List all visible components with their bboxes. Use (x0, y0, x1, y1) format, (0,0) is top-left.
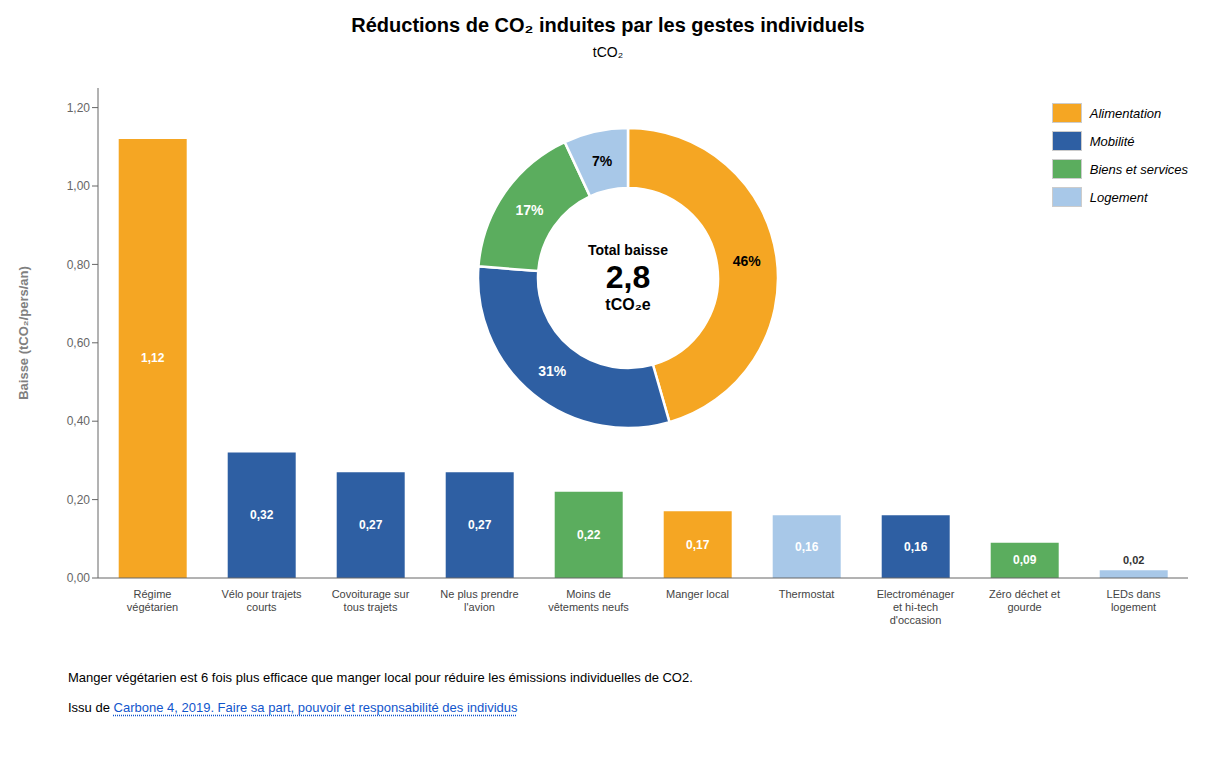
svg-text:0,40: 0,40 (67, 414, 91, 428)
html-text:Biens et services: Biens et services (1089, 161, 1188, 177)
svg-text:0,80: 0,80 (67, 258, 91, 272)
html-text:Manger végétarien est 6 fois p: Manger végétarien est 6 fois plus effica… (68, 670, 693, 685)
svg-text:1,00: 1,00 (67, 179, 91, 193)
svg-text:0,16: 0,16 (795, 540, 819, 554)
svg-text:17%: 17% (515, 202, 544, 218)
svg-text:Régimevégétarien: Régimevégétarien (127, 588, 178, 613)
svg-text:1,12: 1,12 (141, 351, 165, 365)
svg-text:Zéro déchet etgourde: Zéro déchet etgourde (989, 588, 1060, 613)
html-text:Logement: Logement (1089, 189, 1148, 205)
svg-text:Covoiturage surtous trajets: Covoiturage surtous trajets (332, 588, 410, 613)
html-text:tCO₂: tCO₂ (592, 44, 624, 60)
svg-text:Thermostat: Thermostat (779, 588, 835, 600)
svg-text:0,16: 0,16 (904, 540, 928, 554)
svg-text:0,17: 0,17 (686, 538, 710, 552)
svg-text:Electroménageret hi-techd'occa: Electroménageret hi-techd'occasion (877, 588, 955, 626)
svg-text:0,09: 0,09 (1013, 553, 1037, 567)
html-text:2,8: 2,8 (605, 259, 651, 295)
svg-text:Moins devêtements neufs: Moins devêtements neufs (548, 588, 629, 613)
svg-text:LEDs danslogement: LEDs danslogement (1107, 588, 1161, 613)
svg-text:46%: 46% (733, 253, 762, 269)
svg-text:0,27: 0,27 (359, 518, 383, 532)
html-text:Total baisse: Total baisse (588, 242, 668, 258)
svg-text:Manger local: Manger local (666, 588, 729, 600)
html-text:tCO₂e: tCO₂e (605, 296, 651, 313)
svg-text:Baisse (tCO₂/pers/an): Baisse (tCO₂/pers/an) (16, 266, 31, 400)
svg-text:0,02: 0,02 (1123, 554, 1144, 566)
svg-text:Vélo pour trajetscourts: Vélo pour trajetscourts (221, 588, 302, 613)
html-text:Issu de Carbone 4, 2019. Faire: Issu de Carbone 4, 2019. Faire sa part, … (68, 700, 518, 715)
svg-text:7%: 7% (592, 153, 613, 169)
html-text:Réductions de CO₂ induites par: Réductions de CO₂ induites par les geste… (351, 14, 865, 36)
svg-text:1,20: 1,20 (67, 101, 91, 115)
svg-text:0,60: 0,60 (67, 336, 91, 350)
svg-text:31%: 31% (538, 363, 567, 379)
svg-text:Ne plus prendrel'avion: Ne plus prendrel'avion (440, 588, 518, 613)
svg-text:0,20: 0,20 (67, 493, 91, 507)
svg-text:0,32: 0,32 (250, 508, 274, 522)
svg-text:0,27: 0,27 (468, 518, 492, 532)
html-text:Alimentation: Alimentation (1089, 105, 1162, 121)
svg-text:0,00: 0,00 (67, 571, 91, 585)
svg-text:0,22: 0,22 (577, 528, 601, 542)
html-text:Mobilité: Mobilité (1089, 133, 1135, 149)
